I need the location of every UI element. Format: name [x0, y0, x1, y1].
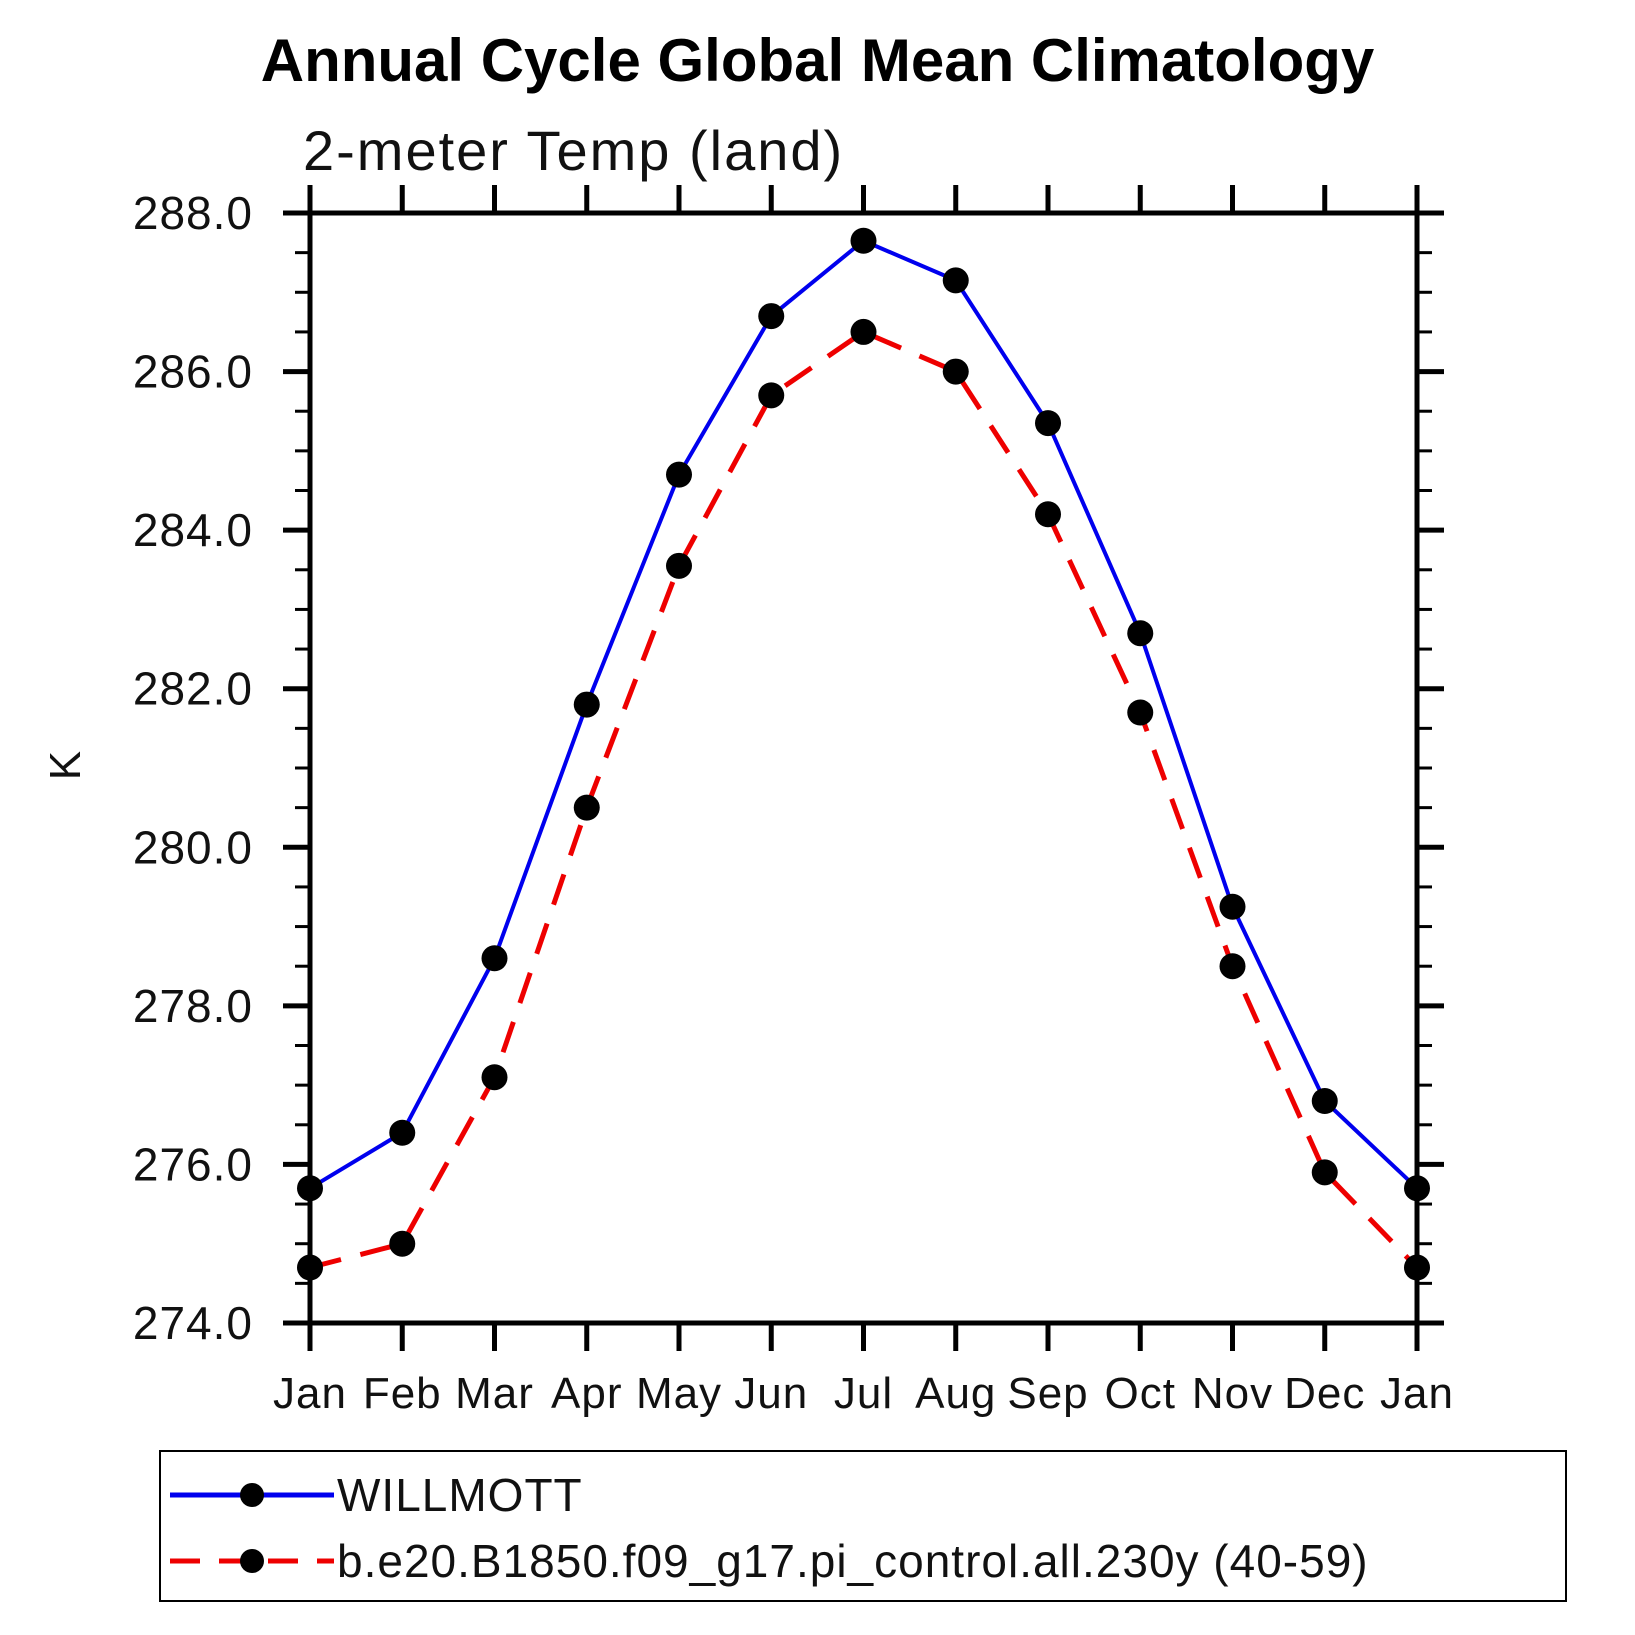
y-tick-label: 278.0 — [133, 980, 253, 1032]
series-1-marker-Mar — [481, 1064, 508, 1091]
x-tick-label: Jun — [734, 1369, 808, 1418]
series-0-marker-Aug — [942, 267, 969, 294]
legend-entry-model: b.e20.B1850.f09_g17.pi_control.all.230y … — [167, 1535, 1369, 1587]
x-tick-label: Apr — [551, 1369, 622, 1418]
legend-entry-willmott: WILLMOTT — [167, 1469, 583, 1521]
chart-title: Annual Cycle Global Mean Climatology — [260, 27, 1375, 94]
series-0-marker-Jan — [1404, 1175, 1430, 1202]
series-0-marker-May — [666, 461, 692, 488]
legend-sample-solid-line — [170, 1483, 334, 1507]
legend-label-willmott: WILLMOTT — [337, 1469, 583, 1521]
plot-frame — [307, 210, 1420, 1326]
series-1-marker-Nov — [1219, 953, 1246, 980]
y-tick-label: 276.0 — [133, 1138, 253, 1190]
x-tick-label: Feb — [363, 1369, 442, 1418]
series-1-marker-Apr — [573, 794, 600, 821]
y-tick-label: 288.0 — [133, 187, 253, 239]
series-1-marker-Dec — [1311, 1159, 1338, 1186]
series-1-marker-Jan — [297, 1254, 323, 1281]
series-1-marker-Aug — [942, 358, 969, 385]
series-1-marker-Sep — [1035, 501, 1061, 528]
x-tick-label: Nov — [1192, 1369, 1273, 1418]
series-1-marker-Oct — [1127, 699, 1154, 726]
series-0-line — [308, 238, 1419, 1190]
y-axis-label: K — [41, 750, 90, 780]
x-tick-label: Jan — [273, 1369, 347, 1418]
y-tick-label: 280.0 — [133, 821, 253, 873]
series-0-marker-Dec — [1311, 1088, 1338, 1114]
x-tick-label: Jul — [834, 1369, 893, 1418]
series-0-marker-Nov — [1219, 893, 1246, 920]
series-0-marker-Jun — [758, 303, 785, 330]
x-tick-label: Oct — [1105, 1369, 1176, 1418]
series-0-marker-Jul — [850, 227, 877, 254]
x-tick-label: Dec — [1284, 1369, 1365, 1418]
legend-sample-dashed-line — [170, 1549, 334, 1573]
series-1-marker-Jul — [850, 318, 877, 345]
series-1-marker-Jun — [758, 382, 785, 409]
series-0-marker-Sep — [1035, 410, 1061, 437]
series-1-marker-Feb — [389, 1230, 416, 1257]
legend: WILLMOTT b.e20.B1850.f09_g17.pi_control.… — [159, 1450, 1567, 1602]
x-tick-label: May — [636, 1369, 722, 1418]
x-tick-label: Jan — [1380, 1369, 1454, 1418]
series-0-marker-Jan — [297, 1175, 323, 1202]
x-tick-label: Sep — [1007, 1369, 1088, 1418]
series-0-marker-Oct — [1127, 620, 1154, 647]
series-1-line — [309, 329, 1419, 1270]
y-tick-label: 282.0 — [133, 663, 253, 715]
y-tick-label: 286.0 — [133, 346, 253, 398]
series-1-marker-Jan — [1404, 1254, 1430, 1281]
series-0-marker-Mar — [481, 945, 508, 972]
series-0-marker-Feb — [389, 1119, 416, 1146]
x-tick-label: Aug — [915, 1369, 996, 1418]
series-1-marker-May — [666, 552, 692, 579]
x-tick-label: Mar — [455, 1369, 534, 1418]
chart-subtitle: 2-meter Temp (land) — [303, 119, 845, 182]
series-0-marker-Apr — [573, 691, 600, 718]
y-tick-label: 284.0 — [133, 504, 253, 556]
legend-label-model: b.e20.B1850.f09_g17.pi_control.all.230y … — [337, 1535, 1369, 1587]
y-tick-label: 274.0 — [133, 1297, 253, 1349]
